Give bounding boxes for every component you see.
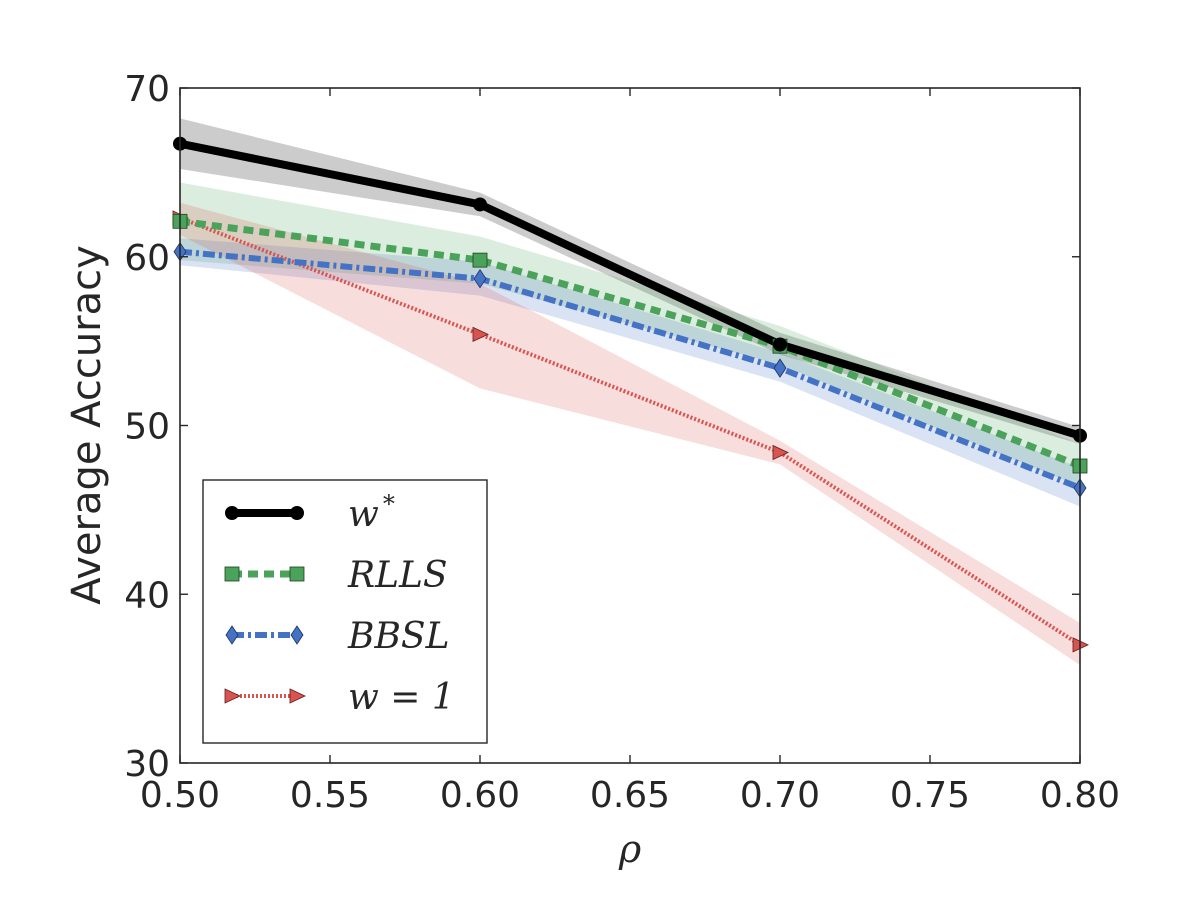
point-series-2-1	[473, 268, 487, 289]
line-series-1	[179, 217, 1082, 470]
legend-label-1: RLLS	[347, 555, 448, 596]
legend-marker-start-1	[224, 566, 240, 582]
point-series-0-2	[773, 337, 787, 352]
y-axis-label: Average Accuracy	[64, 245, 110, 605]
band-series-2	[180, 238, 1080, 507]
y-tick-label: 60	[124, 238, 170, 279]
series-lines	[179, 139, 1082, 647]
x-tick-label: 0.65	[590, 775, 670, 816]
legend: w * RLLS BBSL w = 1	[202, 479, 488, 744]
point-series-1-1	[472, 252, 488, 268]
point-series-0-1	[473, 197, 487, 212]
legend-marker-start-0	[225, 506, 239, 520]
legend-marker-end-1	[289, 566, 305, 582]
legend-box	[202, 479, 488, 744]
x-tick-label: 0.55	[290, 775, 370, 816]
y-tick-label: 40	[124, 575, 170, 616]
y-tick-label: 50	[124, 407, 170, 448]
line-series-0	[179, 139, 1082, 440]
confidence-bands	[180, 118, 1080, 666]
x-axis-label: ρ	[618, 827, 642, 871]
legend-marker-end-2	[290, 625, 304, 645]
x-tick-label: 0.75	[890, 775, 970, 816]
legend-label-3: w = 1	[348, 677, 455, 718]
y-tick-label: 30	[124, 744, 170, 785]
x-tick-label: 0.60	[440, 775, 520, 816]
legend-marker-start-2	[225, 625, 239, 645]
x-tick-label: 0.80	[1040, 775, 1120, 816]
point-series-2-2	[773, 358, 787, 378]
x-tick-label: 0.50	[140, 775, 220, 816]
axis-ticks	[179, 87, 1081, 764]
band-series-3	[180, 202, 1080, 666]
line-series-2	[179, 248, 1082, 491]
band-series-1	[180, 182, 1080, 487]
axis-tick-labels: 0.50 0.55 0.60 0.65 0.70 0.75 0.80 30 40 50 60 70	[124, 69, 1120, 816]
legend-marker-end-3	[289, 688, 306, 704]
x-tick-label: 0.70	[740, 775, 820, 816]
legend-marker-end-0	[290, 506, 304, 520]
legend-label-0: w *	[348, 490, 395, 535]
line-series-3	[179, 216, 1082, 647]
y-tick-label: 70	[124, 69, 170, 110]
legend-marker-start-3	[224, 688, 241, 704]
legend-label-2: BBSL	[347, 616, 449, 657]
band-series-0	[180, 118, 1080, 445]
point-series-3-2	[772, 444, 789, 461]
point-series-3-1	[472, 326, 489, 343]
